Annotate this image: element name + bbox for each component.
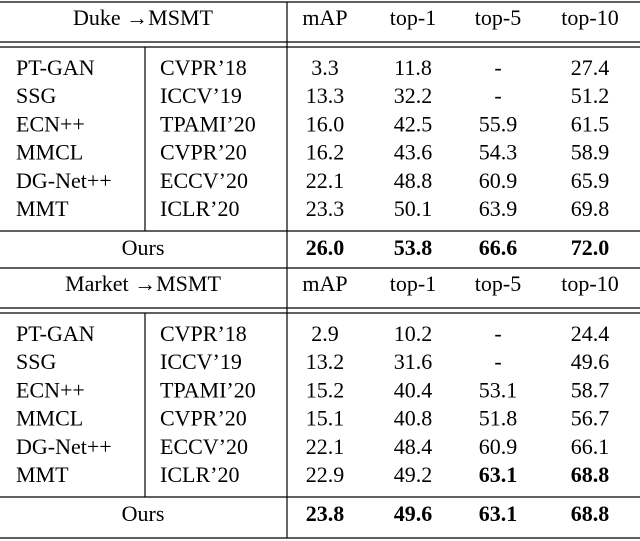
- method: MMT: [16, 462, 69, 487]
- venue: ECCV’20: [160, 168, 248, 193]
- cell: 40.4: [394, 377, 433, 402]
- method: Ours: [122, 501, 165, 526]
- cell: 23.3: [306, 196, 345, 221]
- cell: 60.9: [479, 168, 518, 193]
- cell: 31.6: [394, 349, 433, 374]
- cell: -: [494, 349, 501, 374]
- cell: 68.8: [571, 501, 610, 526]
- cell: 2.9: [311, 321, 339, 346]
- cell: 53.8: [394, 235, 433, 260]
- venue: CVPR’18: [160, 55, 247, 80]
- venue: ICCV’19: [160, 83, 242, 108]
- venue: CVPR’20: [160, 406, 247, 431]
- cell: 10.2: [394, 321, 433, 346]
- venue: ICLR’20: [160, 462, 239, 487]
- cell: 26.0: [306, 235, 345, 260]
- cell: 48.8: [394, 168, 433, 193]
- method: ECN++: [16, 111, 85, 136]
- cell: 42.5: [394, 111, 433, 136]
- method: ECN++: [16, 377, 85, 402]
- section-title: Market →MSMT: [65, 271, 221, 296]
- cell: 53.1: [479, 377, 518, 402]
- column-header: mAP: [302, 271, 347, 296]
- cell: 15.1: [306, 406, 345, 431]
- cell: 16.0: [306, 111, 345, 136]
- cell: 54.3: [479, 140, 518, 165]
- cell: 13.3: [306, 83, 345, 108]
- cell: 22.1: [306, 434, 345, 459]
- method: DG-Net++: [16, 168, 112, 193]
- method: MMCL: [16, 140, 83, 165]
- cell: 40.8: [394, 406, 433, 431]
- column-header: top-1: [390, 5, 436, 30]
- cell: 66.6: [479, 235, 518, 260]
- column-header: top-5: [475, 5, 521, 30]
- method: MMT: [16, 196, 69, 221]
- method: DG-Net++: [16, 434, 112, 459]
- cell: 66.1: [571, 434, 610, 459]
- cell: 23.8: [306, 501, 345, 526]
- cell: 3.3: [311, 55, 339, 80]
- cell: 51.8: [479, 406, 518, 431]
- column-header: top-10: [561, 5, 618, 30]
- column-header: top-10: [561, 271, 618, 296]
- cell: 61.5: [571, 111, 610, 136]
- method: Ours: [122, 235, 165, 260]
- venue: CVPR’18: [160, 321, 247, 346]
- cell: -: [494, 321, 501, 346]
- column-header: mAP: [302, 5, 347, 30]
- method: MMCL: [16, 406, 83, 431]
- cell: 11.8: [394, 55, 432, 80]
- method: SSG: [16, 349, 56, 374]
- cell: 32.2: [394, 83, 433, 108]
- cell: -: [494, 55, 501, 80]
- section-title: Duke →MSMT: [73, 5, 214, 30]
- venue: ICLR’20: [160, 196, 239, 221]
- cell: 69.8: [571, 196, 610, 221]
- cell: 24.4: [571, 321, 610, 346]
- cell: 58.9: [571, 140, 610, 165]
- method: PT-GAN: [16, 55, 95, 80]
- cell: 63.1: [479, 501, 518, 526]
- cell: 63.1: [479, 462, 518, 487]
- cell: 60.9: [479, 434, 518, 459]
- cell: 55.9: [479, 111, 518, 136]
- venue: ECCV’20: [160, 434, 248, 459]
- cell: 68.8: [571, 462, 610, 487]
- cell: 51.2: [571, 83, 610, 108]
- cell: 63.9: [479, 196, 518, 221]
- venue: CVPR’20: [160, 140, 247, 165]
- column-header: top-5: [475, 271, 521, 296]
- cell: 48.4: [394, 434, 433, 459]
- venue: TPAMI’20: [160, 377, 256, 402]
- cell: 65.9: [571, 168, 610, 193]
- cell: 49.6: [571, 349, 610, 374]
- method: SSG: [16, 83, 56, 108]
- cell: 49.6: [394, 501, 433, 526]
- venue: ICCV’19: [160, 349, 242, 374]
- cell: 27.4: [571, 55, 610, 80]
- cell: 56.7: [571, 406, 610, 431]
- cell: 49.2: [394, 462, 433, 487]
- method: PT-GAN: [16, 321, 95, 346]
- cell: -: [494, 83, 501, 108]
- venue: TPAMI’20: [160, 111, 256, 136]
- cell: 16.2: [306, 140, 345, 165]
- cell: 22.1: [306, 168, 345, 193]
- cell: 22.9: [306, 462, 345, 487]
- cell: 58.7: [571, 377, 610, 402]
- cell: 13.2: [306, 349, 345, 374]
- cell: 50.1: [394, 196, 433, 221]
- cell: 72.0: [571, 235, 610, 260]
- column-header: top-1: [390, 271, 436, 296]
- cell: 43.6: [394, 140, 433, 165]
- cell: 15.2: [306, 377, 345, 402]
